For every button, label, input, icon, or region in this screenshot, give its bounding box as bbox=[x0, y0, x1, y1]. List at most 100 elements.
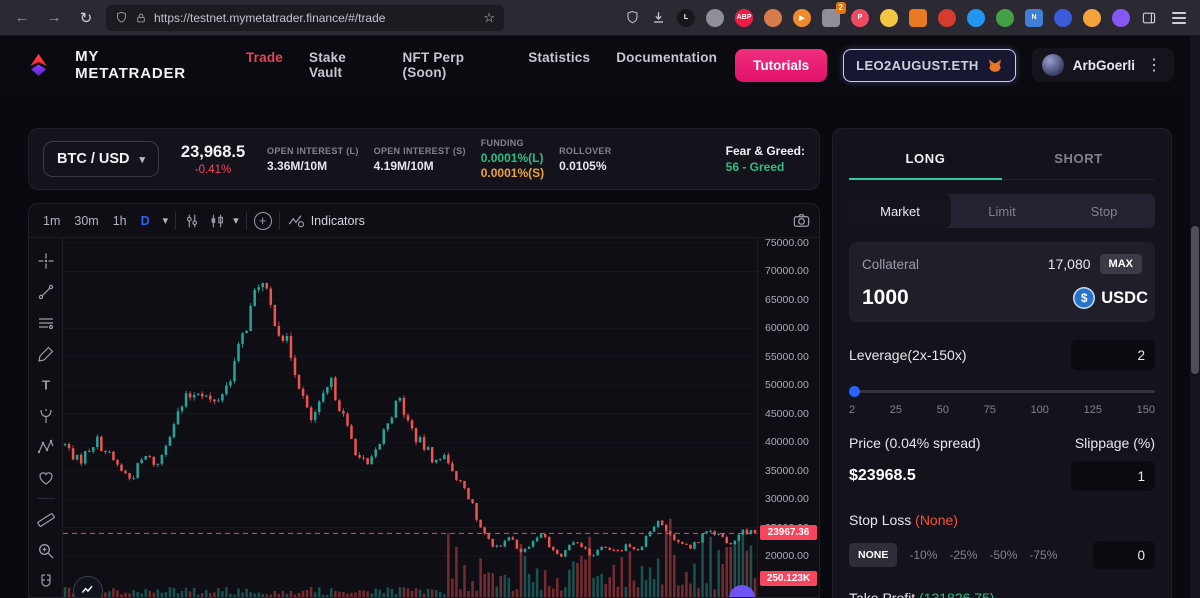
chart-card: 1m 30m 1h D ▾ ▾ + Indicators bbox=[28, 203, 820, 598]
menu-icon[interactable] bbox=[1172, 16, 1186, 19]
tab-long[interactable]: LONG bbox=[849, 143, 1002, 180]
extension-icon-2[interactable] bbox=[706, 8, 724, 27]
timeframe-1m[interactable]: 1m bbox=[43, 213, 61, 228]
extension-icon-7[interactable]: P bbox=[851, 8, 869, 27]
pattern-tool-icon[interactable] bbox=[29, 431, 62, 462]
add-alert-icon[interactable]: + bbox=[253, 211, 272, 230]
zoom-in-tool-icon[interactable] bbox=[29, 535, 62, 566]
browser-forward-button[interactable]: → bbox=[46, 9, 62, 26]
stop-loss-title: Stop Loss (None) bbox=[849, 512, 1155, 528]
nav-item-statistics[interactable]: Statistics bbox=[528, 50, 591, 65]
leverage-tick-50[interactable]: 50 bbox=[936, 404, 949, 416]
text-tool-icon[interactable]: T bbox=[29, 370, 62, 401]
chart-column: BTC / USD ▾ 23,968.5 -0.41% OPEN INTERES… bbox=[28, 128, 820, 598]
wallet-button[interactable]: LEO2AUGUST.ETH bbox=[843, 48, 1016, 82]
browser-back-button[interactable]: ← bbox=[14, 9, 30, 26]
leverage-tick-150[interactable]: 150 bbox=[1136, 404, 1155, 416]
nav-item-nft-perp-soon[interactable]: NFT Perp (Soon) bbox=[402, 50, 465, 80]
stop-loss-option-50pct[interactable]: -50% bbox=[989, 548, 1018, 562]
extension-icon-15[interactable] bbox=[1083, 8, 1101, 27]
extension-icon-4[interactable] bbox=[764, 8, 782, 27]
chevron-down-icon[interactable]: ▾ bbox=[233, 215, 239, 227]
lines-tool-icon[interactable] bbox=[29, 308, 62, 339]
tradingview-logo[interactable] bbox=[73, 576, 103, 597]
compare-icon[interactable] bbox=[183, 212, 201, 230]
tutorials-button[interactable]: Tutorials bbox=[735, 48, 828, 82]
price-axis-label: 65000.00 bbox=[765, 293, 809, 306]
extension-icon-11[interactable] bbox=[967, 8, 985, 27]
bookmark-star-icon[interactable]: ☆ bbox=[483, 9, 495, 25]
chart-canvas[interactable] bbox=[63, 238, 757, 597]
stop-loss-option-75pct[interactable]: -75% bbox=[1029, 548, 1058, 562]
kebab-menu-icon[interactable]: ⋮ bbox=[1146, 57, 1162, 74]
downloads-icon[interactable] bbox=[651, 10, 666, 25]
nav-item-trade[interactable]: Trade bbox=[245, 50, 283, 65]
leverage-tick-100[interactable]: 100 bbox=[1030, 404, 1049, 416]
shield-icon[interactable] bbox=[625, 10, 640, 25]
timeframe-d[interactable]: D bbox=[140, 213, 150, 228]
extension-icon-14[interactable] bbox=[1054, 8, 1072, 27]
metamask-fox-icon bbox=[988, 59, 1001, 72]
extension-icon-10[interactable] bbox=[938, 8, 956, 27]
leverage-tick-125[interactable]: 125 bbox=[1083, 404, 1102, 416]
price-axis[interactable]: 23967.36 250.123K 75000.00 70000.00 65000.… bbox=[757, 237, 819, 597]
emoji-tool-icon[interactable] bbox=[29, 462, 62, 493]
stop-loss-option-10pct[interactable]: -10% bbox=[909, 548, 938, 562]
stop-loss-option-25pct[interactable]: -25% bbox=[949, 548, 978, 562]
leverage-tick-75[interactable]: 75 bbox=[983, 404, 996, 416]
stop-loss-option-none[interactable]: NONE bbox=[849, 543, 898, 567]
tab-short[interactable]: SHORT bbox=[1054, 151, 1103, 166]
scrollbar-thumb[interactable] bbox=[1191, 226, 1199, 374]
extension-icon-1[interactable]: L bbox=[677, 8, 695, 27]
leverage-input[interactable]: 2 bbox=[1071, 340, 1155, 370]
window-scrollbar[interactable] bbox=[1190, 36, 1200, 598]
lock-icon bbox=[135, 12, 147, 24]
extension-icon-13[interactable]: N bbox=[1025, 8, 1043, 27]
token-name: USDC bbox=[1101, 288, 1148, 307]
leverage-tick-2[interactable]: 2 bbox=[849, 404, 856, 416]
trend-line-tool-icon[interactable] bbox=[29, 277, 62, 308]
slippage-input[interactable]: 1 bbox=[1071, 461, 1155, 491]
camera-icon[interactable] bbox=[792, 211, 811, 230]
leverage-slider[interactable] bbox=[849, 385, 1155, 397]
collateral-amount-input[interactable]: 1000 bbox=[862, 286, 909, 309]
leverage-tick-25[interactable]: 25 bbox=[889, 404, 903, 416]
extension-icon-6[interactable]: 2 bbox=[822, 1, 846, 27]
tracking-protection-icon[interactable] bbox=[115, 11, 128, 24]
chat-widget[interactable] bbox=[729, 585, 755, 597]
timeframe-1h[interactable]: 1h bbox=[112, 213, 127, 228]
url-bar[interactable]: https://testnet.mymetatrader.finance/#/t… bbox=[106, 4, 504, 31]
slider-track[interactable] bbox=[849, 390, 1155, 393]
order-type-stop[interactable]: Stop bbox=[1090, 203, 1118, 219]
stop-loss-input[interactable]: 0 bbox=[1093, 541, 1155, 569]
order-type-market[interactable]: Market bbox=[849, 194, 951, 228]
nav-item-documentation[interactable]: Documentation bbox=[616, 50, 718, 65]
max-button[interactable]: MAX bbox=[1099, 254, 1142, 274]
extension-icon-16[interactable] bbox=[1112, 8, 1130, 27]
network-selector[interactable]: ArbGoerli ⋮ bbox=[1031, 48, 1174, 82]
sidebar-icon[interactable] bbox=[1141, 10, 1157, 26]
candle-style-icon[interactable] bbox=[208, 212, 226, 230]
order-type-limit[interactable]: Limit bbox=[988, 203, 1016, 219]
pair-selector[interactable]: BTC / USD ▾ bbox=[43, 141, 160, 177]
nav-item-stake-vault[interactable]: Stake Vault bbox=[308, 50, 347, 80]
extension-icon-8[interactable] bbox=[880, 8, 898, 27]
brush-tool-icon[interactable] bbox=[29, 339, 62, 370]
timeframe-30m[interactable]: 30m bbox=[74, 213, 99, 228]
chevron-down-icon[interactable]: ▾ bbox=[162, 215, 169, 227]
crosshair-tool-icon[interactable] bbox=[29, 246, 62, 277]
network-icon bbox=[1041, 54, 1064, 76]
main-nav: Trade Stake Vault NFT Perp (Soon) Statistic… bbox=[246, 50, 717, 80]
price-axis-label: 60000.00 bbox=[765, 322, 809, 335]
indicators-button[interactable]: Indicators bbox=[287, 212, 365, 230]
measure-tool-icon[interactable] bbox=[29, 504, 62, 535]
token-selector[interactable]: $ USDC bbox=[1073, 287, 1148, 309]
magnet-tool-icon[interactable] bbox=[29, 566, 62, 597]
pitchfork-tool-icon[interactable] bbox=[29, 401, 62, 432]
extension-icon-9[interactable] bbox=[909, 8, 927, 27]
extension-icon-12[interactable] bbox=[996, 8, 1014, 27]
slider-thumb[interactable] bbox=[849, 386, 860, 397]
browser-reload-button[interactable]: ↻ bbox=[79, 9, 93, 27]
extension-icon-5[interactable]: ▶ bbox=[793, 8, 811, 27]
extension-icon-3[interactable]: ABP bbox=[735, 8, 753, 27]
